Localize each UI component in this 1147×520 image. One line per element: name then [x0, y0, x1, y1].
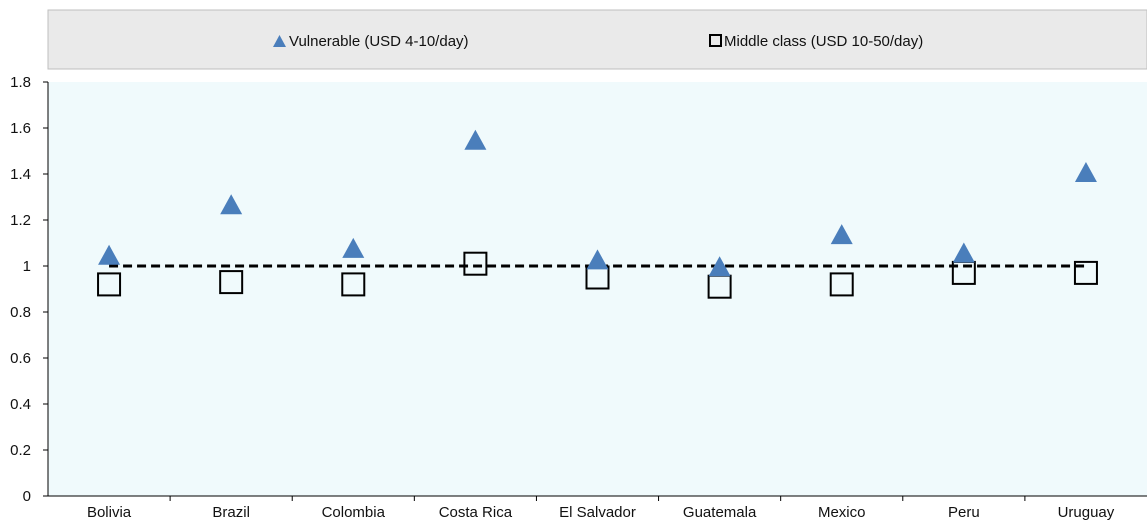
- x-tick-label: Brazil: [212, 504, 250, 520]
- y-tick-label: 1.2: [10, 212, 31, 229]
- legend-panel: [47, 9, 1147, 70]
- point-vulnerable: [708, 256, 731, 277]
- y-tick-label: 0.6: [10, 350, 31, 367]
- x-tick-label: Colombia: [322, 504, 386, 520]
- point-middle-class: [97, 272, 122, 297]
- y-tick-label: 0: [23, 488, 31, 505]
- y-tick-label: 0.2: [10, 442, 31, 459]
- point-vulnerable: [342, 237, 365, 258]
- point-vulnerable: [586, 249, 609, 270]
- y-tick-label: 0.8: [10, 304, 31, 321]
- x-tick-label: Uruguay: [1058, 504, 1115, 520]
- y-tick-label: 1.4: [10, 166, 31, 183]
- y-tick-label: 1.8: [10, 74, 31, 91]
- x-tick-label: Mexico: [818, 504, 866, 520]
- series-vulnerable: [98, 129, 1097, 277]
- y-tick-label: 1.6: [10, 120, 31, 137]
- y-axis-ticks: 0 0.2 0.4 0.6 0.8 1 1.2 1.4 1.6 1.8: [10, 74, 48, 505]
- point-vulnerable: [1074, 162, 1097, 182]
- x-tick-label: El Salvador: [559, 504, 636, 520]
- point-vulnerable: [220, 194, 243, 215]
- point-middle-class: [1073, 260, 1098, 285]
- point-vulnerable: [464, 129, 487, 150]
- point-vulnerable: [830, 224, 853, 245]
- point-middle-class: [829, 272, 854, 297]
- point-middle-class: [341, 272, 366, 297]
- point-vulnerable: [952, 242, 975, 263]
- x-axis-ticks: Bolivia Brazil Colombia Costa Rica El Salvad…: [87, 496, 1115, 520]
- x-tick-label: Guatemala: [683, 504, 757, 520]
- point-middle-class: [219, 270, 244, 295]
- legend-label-vulnerable: Vulnerable (USD 4-10/day): [289, 33, 469, 50]
- x-tick-label: Peru: [948, 504, 980, 520]
- x-tick-label: Costa Rica: [439, 504, 513, 520]
- point-vulnerable: [98, 244, 121, 265]
- legend-marker-vulnerable: [273, 35, 286, 47]
- legend-label-middle-class: Middle class (USD 10-50/day): [724, 33, 923, 50]
- legend-marker-middle-class: [709, 34, 722, 47]
- point-middle-class: [463, 251, 488, 276]
- y-tick-label: 0.4: [10, 396, 31, 413]
- y-tick-label: 1: [23, 258, 31, 275]
- x-tick-label: Bolivia: [87, 504, 132, 520]
